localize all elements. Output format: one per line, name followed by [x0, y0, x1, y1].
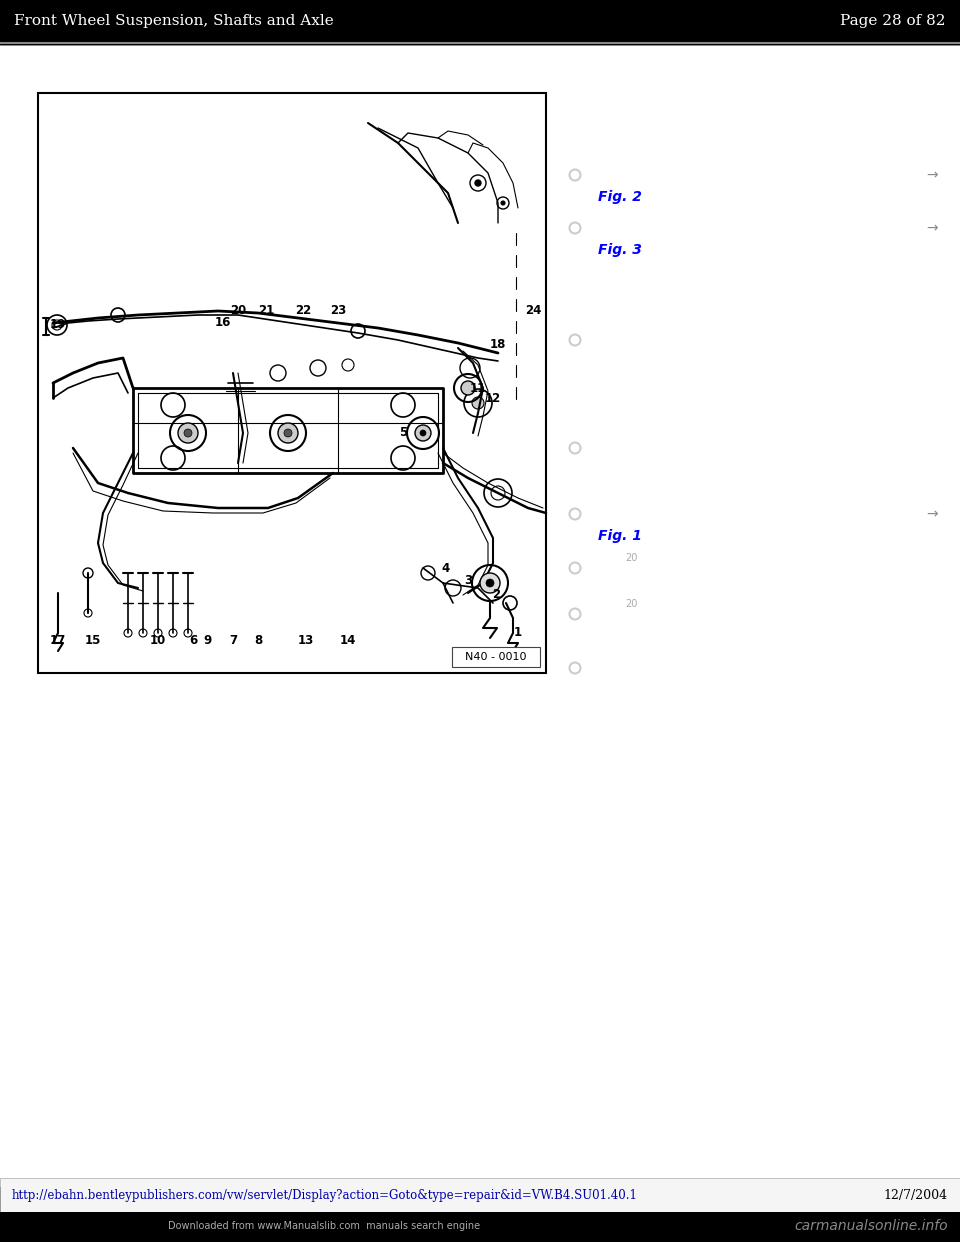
Text: 7: 7 — [228, 635, 237, 647]
Text: 9: 9 — [204, 635, 212, 647]
Bar — [0, 0, 960, 42]
Text: 20: 20 — [229, 304, 246, 318]
Circle shape — [178, 424, 198, 443]
Text: N40 - 0010: N40 - 0010 — [466, 652, 527, 662]
Bar — [38, 93, 546, 673]
Text: 21: 21 — [258, 304, 275, 318]
Text: 22: 22 — [295, 304, 311, 318]
Text: 19: 19 — [50, 318, 66, 332]
Text: 3: 3 — [464, 575, 472, 587]
Circle shape — [501, 201, 505, 205]
Circle shape — [420, 430, 426, 436]
Text: 11: 11 — [469, 381, 486, 395]
Text: Page 28 of 82: Page 28 of 82 — [841, 14, 946, 29]
Circle shape — [461, 381, 475, 395]
Text: 14: 14 — [340, 635, 356, 647]
Circle shape — [475, 180, 481, 186]
Text: 12: 12 — [485, 391, 501, 405]
Text: 20: 20 — [625, 599, 637, 609]
Bar — [452, 647, 540, 667]
Text: http://ebahn.bentleypublishers.com/vw/servlet/Display?action=Goto&type=repair&id: http://ebahn.bentleypublishers.com/vw/se… — [12, 1189, 637, 1201]
Text: →: → — [926, 221, 938, 235]
Text: Downloaded from www.Manualslib.com  manuals search engine: Downloaded from www.Manualslib.com manua… — [168, 1221, 480, 1231]
Text: 5: 5 — [398, 426, 407, 440]
Circle shape — [184, 428, 192, 437]
Bar — [0, 1177, 960, 1212]
Text: Fig. 2: Fig. 2 — [598, 190, 642, 204]
Bar — [0, 1212, 960, 1242]
Text: 4: 4 — [442, 563, 450, 575]
Text: 13: 13 — [298, 635, 314, 647]
Text: Front Wheel Suspension, Shafts and Axle: Front Wheel Suspension, Shafts and Axle — [14, 14, 334, 29]
Circle shape — [415, 425, 431, 441]
Circle shape — [284, 428, 292, 437]
Text: →: → — [926, 168, 938, 183]
Text: 23: 23 — [330, 304, 347, 318]
Text: 15: 15 — [84, 635, 101, 647]
Circle shape — [278, 424, 298, 443]
Text: Fig. 1: Fig. 1 — [598, 529, 642, 543]
Text: 16: 16 — [215, 317, 231, 329]
Text: 1: 1 — [514, 626, 522, 640]
Text: 17: 17 — [50, 635, 66, 647]
Text: 18: 18 — [490, 339, 506, 351]
Text: 6: 6 — [189, 635, 197, 647]
Text: →: → — [926, 507, 938, 520]
Text: 10: 10 — [150, 635, 166, 647]
Text: carmanualsonline.info: carmanualsonline.info — [794, 1218, 948, 1233]
Circle shape — [480, 573, 500, 592]
Text: 8: 8 — [253, 635, 262, 647]
Text: 24: 24 — [525, 304, 541, 318]
Text: 20: 20 — [625, 553, 637, 563]
Text: 2: 2 — [492, 589, 500, 601]
Text: 12/7/2004: 12/7/2004 — [884, 1189, 948, 1201]
Text: Fig. 3: Fig. 3 — [598, 243, 642, 257]
Circle shape — [472, 397, 484, 409]
Circle shape — [486, 579, 494, 587]
